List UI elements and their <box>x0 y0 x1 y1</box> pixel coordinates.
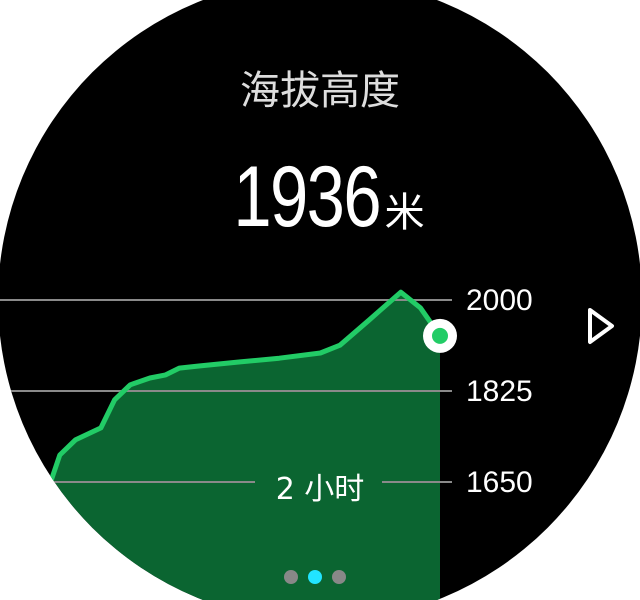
current-altitude: 1936 米 <box>0 148 640 247</box>
current-position-marker <box>423 318 457 353</box>
page-title: 海拔高度 <box>240 68 400 114</box>
altitude-area <box>0 292 440 600</box>
altitude-unit: 米 <box>384 190 425 236</box>
time-span-label: 2 小时 <box>275 472 365 507</box>
altitude-line <box>45 289 443 491</box>
altitude-value: 1936 <box>233 149 382 245</box>
page-dot-3[interactable] <box>332 570 346 584</box>
page-dot-2[interactable] <box>308 570 322 584</box>
page-indicator <box>284 570 346 584</box>
y-tick-2000: 2000 <box>466 284 533 317</box>
play-triangle-outline-icon[interactable] <box>586 306 616 346</box>
marker-dot <box>432 327 448 344</box>
y-tick-1825: 1825 <box>466 375 533 408</box>
y-tick-1650: 1650 <box>466 466 533 499</box>
page-dot-1[interactable] <box>284 570 298 584</box>
